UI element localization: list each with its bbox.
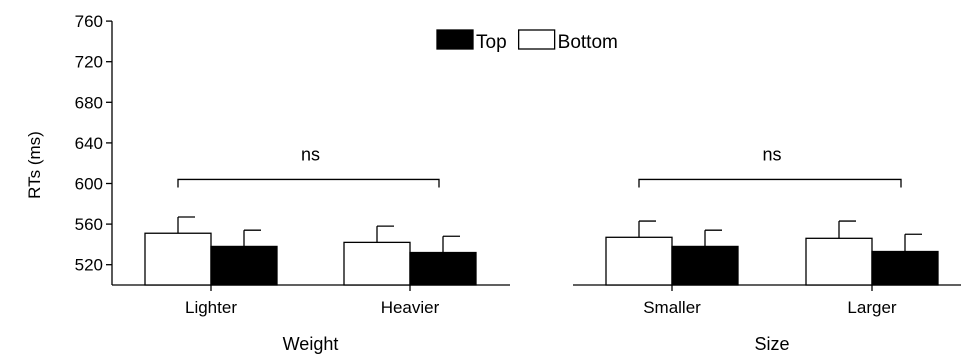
y-tick-label: 600 bbox=[75, 175, 103, 194]
panel-weight: Lighter Heavier Weight ns bbox=[112, 144, 510, 354]
significance-bracket bbox=[638, 178, 902, 188]
y-axis: 520 560 600 640 680 720 760 bbox=[75, 12, 113, 285]
y-tick-label: 640 bbox=[75, 134, 103, 153]
bar-top bbox=[671, 245, 739, 286]
significance-annotation: ns bbox=[762, 144, 781, 164]
bar-bottom bbox=[144, 232, 212, 286]
bar-top bbox=[871, 250, 939, 286]
x-tick-label: Larger bbox=[847, 298, 896, 317]
x-tick-label: Smaller bbox=[643, 298, 701, 317]
y-tick-label: 760 bbox=[75, 12, 103, 31]
group-label: Weight bbox=[283, 334, 339, 354]
x-tick-label: Lighter bbox=[185, 298, 237, 317]
y-tick-label: 680 bbox=[75, 93, 103, 112]
legend-label-bottom: Bottom bbox=[558, 32, 618, 53]
legend-label-top: Top bbox=[476, 32, 507, 53]
x-tick-label: Heavier bbox=[381, 298, 440, 317]
significance-bracket bbox=[177, 178, 440, 188]
legend-swatch-top bbox=[436, 29, 474, 50]
y-axis-label: RTs (ms) bbox=[25, 131, 44, 199]
chart-panels: Lighter Heavier Weight ns Smaller Larger Size n… bbox=[112, 144, 961, 354]
y-tick-label: 520 bbox=[75, 256, 103, 275]
bar-top bbox=[409, 251, 477, 286]
bar-bottom bbox=[343, 241, 411, 286]
y-tick-label: 720 bbox=[75, 53, 103, 72]
panel-size: Smaller Larger Size ns bbox=[573, 144, 961, 354]
significance-annotation: ns bbox=[301, 144, 320, 164]
bar-bottom bbox=[805, 237, 873, 286]
group-label: Size bbox=[754, 334, 789, 354]
y-tick-label: 560 bbox=[75, 215, 103, 234]
legend-swatch-bottom bbox=[517, 29, 556, 50]
bar-top bbox=[210, 245, 278, 286]
bar-bottom bbox=[605, 236, 673, 286]
legend: Top Bottom bbox=[436, 29, 618, 53]
